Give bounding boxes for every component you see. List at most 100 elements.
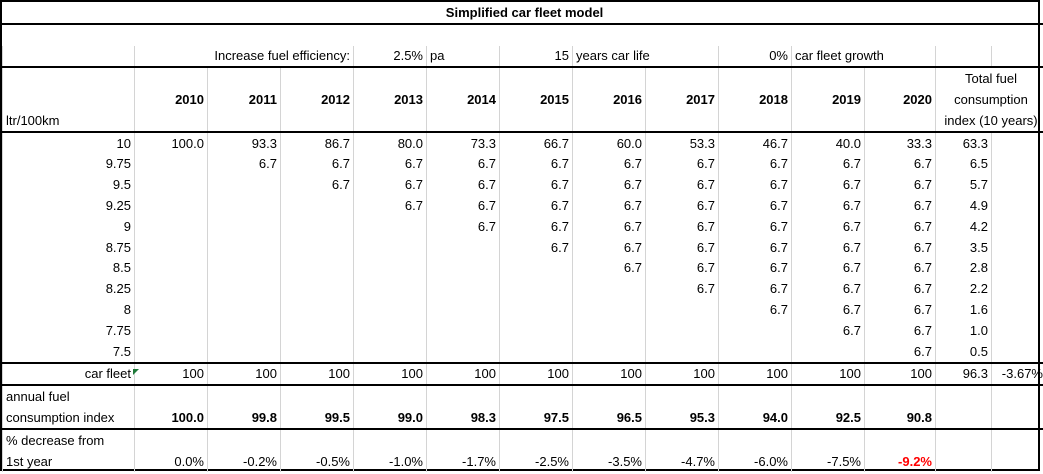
data-cell[interactable]: 6.7 [353, 153, 427, 175]
data-cell[interactable]: 73.3 [426, 132, 500, 154]
data-cell[interactable] [280, 257, 354, 279]
data-cell[interactable] [353, 340, 427, 362]
year-header[interactable]: 2012 [280, 89, 354, 110]
data-cell[interactable]: 6.7 [572, 195, 646, 216]
data-cell[interactable]: 53.3 [645, 132, 719, 154]
data-cell[interactable] [207, 299, 281, 320]
empty-cell[interactable] [991, 278, 1043, 300]
data-cell[interactable]: 6.7 [791, 319, 865, 341]
data-cell[interactable]: 6.7 [864, 195, 936, 216]
empty-cell[interactable] [991, 319, 1043, 341]
data-cell[interactable]: 6.7 [718, 236, 792, 258]
row-total[interactable]: 3.5 [935, 236, 992, 258]
decrease-cell[interactable]: -1.0% [353, 450, 427, 472]
data-cell[interactable] [134, 319, 208, 341]
fleet-cell[interactable]: 100 [353, 361, 427, 387]
fleet-cell[interactable]: 100 [280, 361, 354, 387]
data-cell[interactable] [718, 319, 792, 341]
fleet-growth-label[interactable]: car fleet growth [791, 45, 936, 67]
row-total[interactable]: 1.0 [935, 319, 992, 341]
unit-label[interactable]: ltr/100km [2, 109, 135, 133]
fleet-cell[interactable]: 100 [134, 361, 208, 387]
decrease-cell[interactable]: -4.7% [645, 450, 719, 472]
data-cell[interactable] [572, 319, 646, 341]
data-cell[interactable]: 6.7 [572, 257, 646, 279]
data-cell[interactable]: 6.7 [426, 195, 500, 216]
data-cell[interactable]: 6.7 [791, 236, 865, 258]
data-cell[interactable] [426, 278, 500, 300]
data-cell[interactable]: 6.7 [499, 153, 573, 175]
data-cell[interactable]: 6.7 [426, 215, 500, 237]
data-cell[interactable] [353, 278, 427, 300]
efficiency-label[interactable]: Increase fuel efficiency: [134, 45, 354, 67]
year-header[interactable]: 2019 [791, 89, 865, 110]
year-header[interactable]: 2018 [718, 89, 792, 110]
data-cell[interactable] [426, 340, 500, 362]
row-total[interactable]: 5.7 [935, 174, 992, 196]
data-cell[interactable]: 6.7 [572, 174, 646, 196]
data-cell[interactable] [134, 257, 208, 279]
year-header[interactable]: 2016 [572, 89, 646, 110]
fleet-growth-value[interactable]: 0% [718, 45, 792, 67]
decrease-cell[interactable]: 0.0% [134, 450, 208, 472]
data-cell[interactable] [499, 340, 573, 362]
data-cell[interactable] [791, 340, 865, 362]
data-cell[interactable] [134, 278, 208, 300]
data-cell[interactable]: 6.7 [499, 195, 573, 216]
empty-cell[interactable] [991, 236, 1043, 258]
data-cell[interactable]: 6.7 [718, 299, 792, 320]
data-cell[interactable] [207, 174, 281, 196]
data-cell[interactable] [353, 319, 427, 341]
data-cell[interactable] [426, 257, 500, 279]
total-header-line1[interactable]: Total fuel [934, 67, 1043, 90]
data-cell[interactable] [718, 340, 792, 362]
fleet-total[interactable]: 96.3 [935, 361, 992, 387]
year-header[interactable]: 2020 [864, 89, 936, 110]
annual-cell[interactable]: 98.3 [426, 407, 500, 430]
car-life-label[interactable]: years car life [572, 45, 719, 67]
data-cell[interactable] [280, 215, 354, 237]
car-life-value[interactable]: 15 [499, 45, 573, 67]
data-cell[interactable] [207, 195, 281, 216]
data-cell[interactable] [353, 236, 427, 258]
row-total[interactable]: 0.5 [935, 340, 992, 362]
total-header-line2[interactable]: consumption [934, 89, 1043, 110]
empty-cell[interactable] [991, 299, 1043, 320]
data-cell[interactable]: 6.7 [718, 174, 792, 196]
fleet-cell[interactable]: 100 [572, 361, 646, 387]
data-cell[interactable]: 6.7 [499, 215, 573, 237]
data-cell[interactable]: 6.7 [864, 153, 936, 175]
data-cell[interactable]: 33.3 [864, 132, 936, 154]
data-cell[interactable]: 6.7 [645, 174, 719, 196]
decrease-cell[interactable]: -2.5% [499, 450, 573, 472]
data-cell[interactable] [207, 319, 281, 341]
decrease-cell[interactable]: -7.5% [791, 450, 865, 472]
data-cell[interactable] [280, 236, 354, 258]
row-label-ltr[interactable]: 8.25 [2, 278, 135, 300]
decrease-cell[interactable]: -0.5% [280, 450, 354, 472]
year-header[interactable]: 2013 [353, 89, 427, 110]
annual-cell[interactable]: 99.0 [353, 407, 427, 430]
data-cell[interactable] [645, 299, 719, 320]
row-label-ltr[interactable]: 9.25 [2, 195, 135, 216]
fleet-cell[interactable]: 100 [864, 361, 936, 387]
data-cell[interactable]: 6.7 [645, 236, 719, 258]
data-cell[interactable] [499, 257, 573, 279]
data-cell[interactable]: 6.7 [718, 195, 792, 216]
data-cell[interactable] [426, 319, 500, 341]
data-cell[interactable]: 6.7 [207, 153, 281, 175]
year-header[interactable]: 2011 [207, 89, 281, 110]
data-cell[interactable]: 6.7 [645, 257, 719, 279]
year-header[interactable]: 2014 [426, 89, 500, 110]
data-cell[interactable]: 6.7 [791, 299, 865, 320]
data-cell[interactable]: 6.7 [572, 215, 646, 237]
data-cell[interactable]: 6.7 [864, 278, 936, 300]
data-cell[interactable]: 6.7 [426, 153, 500, 175]
data-cell[interactable] [207, 236, 281, 258]
data-cell[interactable] [353, 299, 427, 320]
data-cell[interactable]: 6.7 [645, 195, 719, 216]
row-total[interactable]: 4.9 [935, 195, 992, 216]
data-cell[interactable]: 6.7 [864, 319, 936, 341]
year-header[interactable]: 2017 [645, 89, 719, 110]
data-cell[interactable]: 6.7 [718, 257, 792, 279]
